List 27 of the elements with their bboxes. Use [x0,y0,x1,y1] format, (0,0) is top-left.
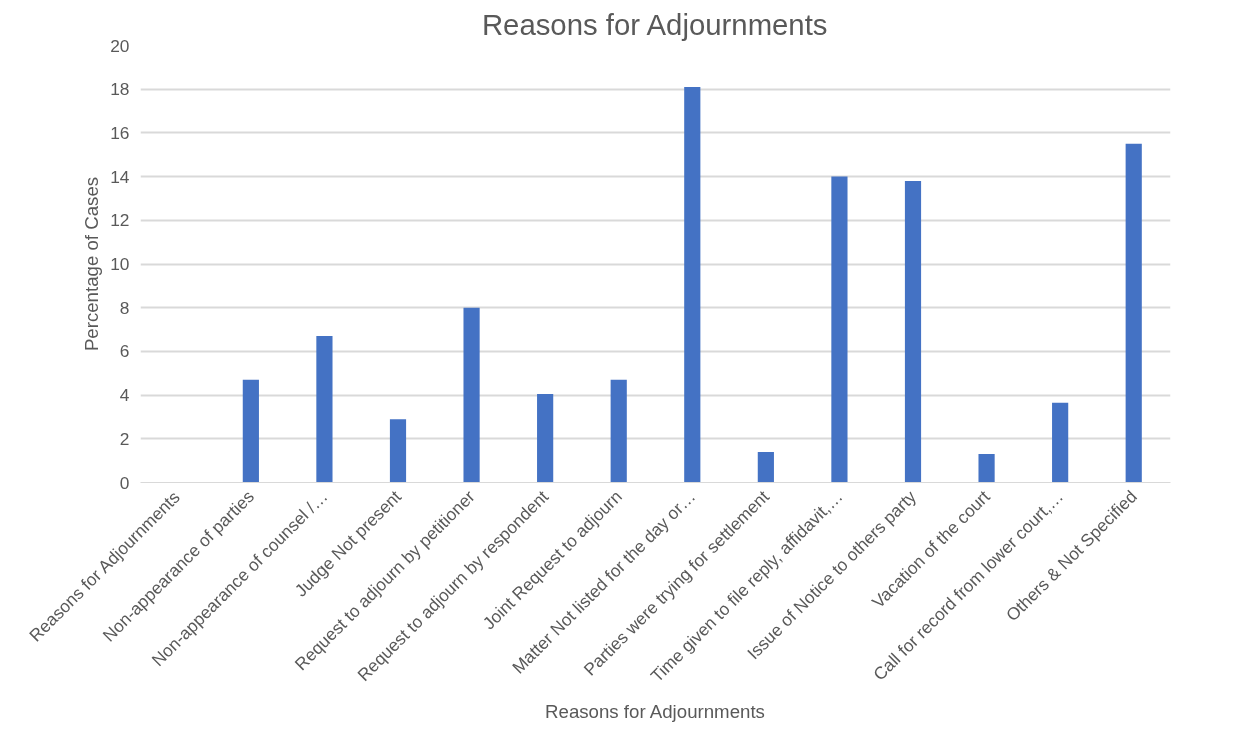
x-axis-title: Reasons for Adjournments [545,701,765,723]
y-tick-label: 4 [119,385,130,406]
bar [316,336,333,483]
bar [831,176,848,483]
y-tick-label: 0 [119,472,130,493]
y-tick-label: 18 [110,79,130,100]
bar [904,180,922,483]
bar [463,307,480,483]
y-tick-label: 20 [110,35,130,56]
y-tick-label: 8 [119,297,130,318]
bar [242,379,259,483]
bar [757,451,774,483]
y-tick-label: 16 [110,122,130,143]
bar [389,419,407,483]
y-tick-label: 6 [119,341,130,362]
bar [978,454,995,483]
bar [1125,143,1142,483]
bar [684,87,701,483]
bar [537,394,554,483]
y-tick-label: 14 [110,166,130,187]
chart-title: Reasons for Adjournments [481,7,828,41]
bar [610,379,627,483]
y-axis-title: Percentage of Cases [81,176,103,352]
y-tick-label: 12 [110,210,130,231]
bar [1052,402,1069,483]
y-tick-label: 10 [110,254,130,274]
y-tick-label: 2 [119,428,130,449]
